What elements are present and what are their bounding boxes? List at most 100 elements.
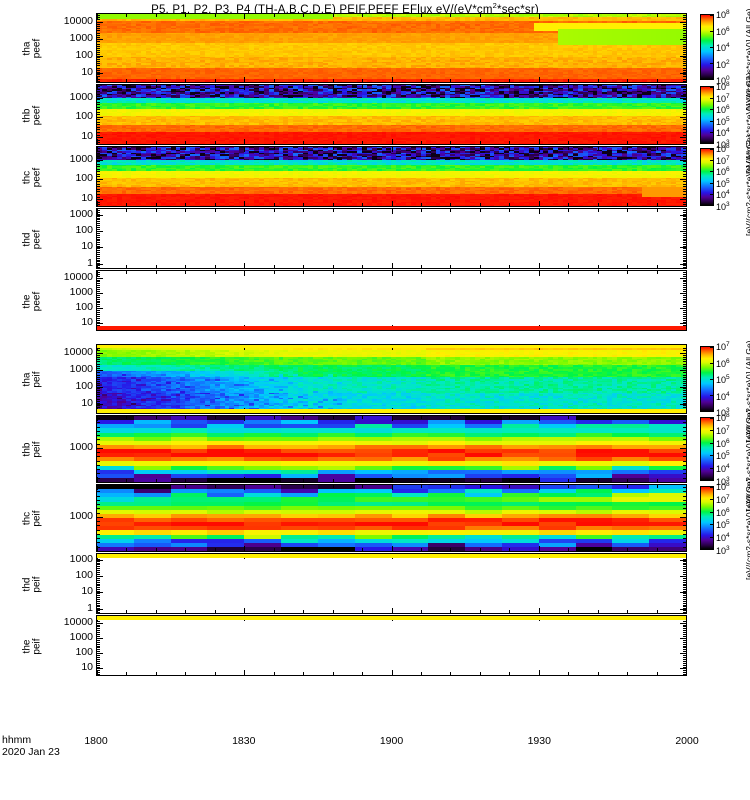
y-tick-minor — [97, 265, 100, 266]
x-tick — [479, 141, 481, 144]
y-tick-minor — [97, 26, 100, 27]
y-tick-minor — [683, 551, 686, 552]
y-tick-minor — [683, 634, 686, 635]
y-tick-minor — [683, 578, 686, 579]
x-tick — [627, 85, 629, 88]
x-tick — [185, 85, 187, 88]
x-tick — [568, 14, 570, 17]
colorbar-tick-label: 100 — [716, 74, 730, 86]
y-tick-minor — [97, 589, 100, 590]
y-tick-minor — [683, 385, 686, 386]
y-tick-major — [680, 73, 686, 74]
y-tick-label: 1 — [87, 603, 93, 614]
y-tick-minor — [97, 357, 100, 358]
y-tick-minor — [97, 561, 100, 562]
y-tick-minor — [97, 124, 100, 125]
y-tick-major — [97, 293, 103, 294]
y-tick-minor — [97, 199, 100, 200]
y-tick-minor — [683, 194, 686, 195]
x-tick — [244, 485, 246, 490]
y-tick-label: 100 — [75, 381, 93, 392]
spectrogram-the-peif[interactable] — [96, 615, 687, 676]
y-tick-minor — [683, 597, 686, 598]
x-tick — [332, 610, 334, 613]
y-tick-minor — [97, 570, 100, 571]
spectrogram-thb-peef[interactable] — [96, 84, 687, 145]
y-tick-major — [97, 668, 103, 669]
y-tick-minor — [683, 54, 686, 55]
y-tick-minor — [683, 301, 686, 302]
spectrogram-tha-peef[interactable] — [96, 13, 687, 83]
x-tick — [155, 548, 157, 551]
x-tick — [332, 479, 334, 482]
spectrogram-the-peef[interactable] — [96, 270, 687, 331]
x-tick — [332, 265, 334, 268]
y-tick-major — [97, 517, 103, 518]
y-tick-minor — [97, 435, 100, 436]
x-tick — [214, 610, 216, 613]
x-tick — [391, 546, 393, 551]
y-tick-minor — [683, 461, 686, 462]
y-tick-labels-thb-peef: 1000 100 10 — [0, 84, 93, 145]
spectrogram-tha-peif[interactable] — [96, 344, 687, 414]
spectrogram-thb-peif[interactable] — [96, 415, 687, 483]
y-tick-minor — [683, 91, 686, 92]
colorbar-tick-label: 106 — [716, 357, 730, 369]
y-tick-minor — [97, 166, 100, 167]
spectrogram-thd-peif[interactable] — [96, 553, 687, 614]
x-tick — [656, 271, 658, 274]
y-tick-major — [97, 199, 103, 200]
y-tick-minor — [683, 204, 686, 205]
x-tick — [244, 477, 246, 482]
y-tick-minor — [683, 407, 686, 408]
x-tick — [420, 479, 422, 482]
spectrogram-thc-peef[interactable] — [96, 146, 687, 207]
x-tick — [597, 209, 599, 212]
y-tick-minor — [683, 638, 686, 639]
x-tick — [391, 139, 393, 144]
y-tick-minor — [97, 54, 100, 55]
x-tick — [303, 271, 305, 274]
spectrogram-thc-peif[interactable] — [96, 484, 687, 552]
x-tick — [568, 203, 570, 206]
colorbar-tick-label: 103 — [716, 544, 730, 556]
y-tick-minor — [97, 576, 100, 577]
y-tick-minor — [683, 538, 686, 539]
colorbar-tick-label: 104 — [716, 462, 730, 474]
colorbar-tick-label: 103 — [716, 138, 730, 150]
y-tick-minor — [97, 151, 100, 152]
y-tick-minor — [683, 242, 686, 243]
y-tick-minor — [97, 638, 100, 639]
x-tick — [185, 548, 187, 551]
spectrogram-thd-peef[interactable] — [96, 208, 687, 269]
y-tick-minor — [97, 39, 100, 40]
y-tick-minor — [683, 547, 686, 548]
y-tick-minor — [683, 661, 686, 662]
y-tick-minor — [97, 156, 100, 157]
y-tick-minor — [683, 248, 686, 249]
y-tick-minor — [683, 672, 686, 673]
x-tick — [627, 79, 629, 82]
x-tick — [332, 548, 334, 551]
y-tick-minor — [683, 584, 686, 585]
x-tick — [391, 485, 393, 490]
y-tick-minor — [683, 227, 686, 228]
y-tick-label: 100 — [75, 570, 93, 581]
y-tick-minor — [683, 580, 686, 581]
y-tick-minor — [683, 137, 686, 138]
colorbar-tick-label: 107 — [716, 154, 730, 166]
y-tick-minor — [97, 297, 100, 298]
y-tick-minor — [683, 357, 686, 358]
y-tick-minor — [683, 508, 686, 509]
y-tick-major — [97, 353, 103, 354]
x-tick — [509, 14, 511, 17]
y-tick-label: 10 — [81, 131, 93, 142]
y-tick-minor — [683, 473, 686, 474]
colorbar-tick — [710, 47, 713, 48]
y-tick-label: 1000 — [70, 154, 93, 165]
y-tick-minor — [97, 272, 100, 273]
y-tick-minor — [683, 24, 686, 25]
y-tick-minor — [683, 599, 686, 600]
y-tick-minor — [97, 646, 100, 647]
y-tick-minor — [97, 229, 100, 230]
